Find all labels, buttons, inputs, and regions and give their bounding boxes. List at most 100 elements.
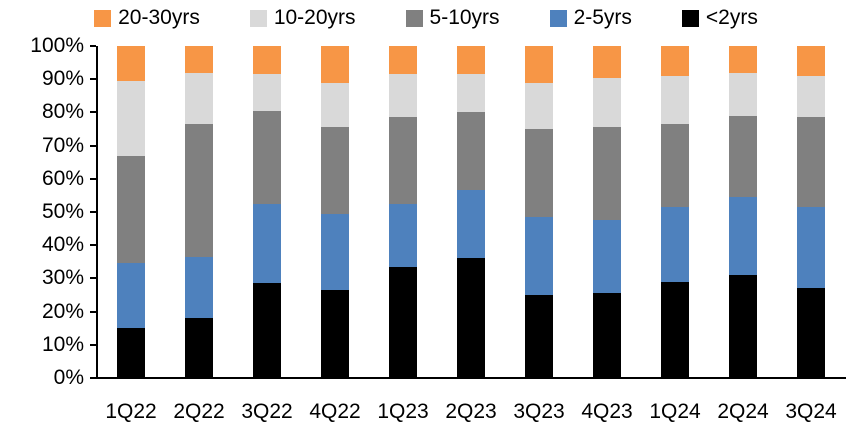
bar-segment-1q23-2-5yrs xyxy=(389,203,417,267)
y-axis-label: 100% xyxy=(30,34,84,57)
legend-label-2yrs: <2yrs xyxy=(705,6,758,29)
y-axis-tick xyxy=(90,144,96,147)
bar-segment-2q24-5-10yrs xyxy=(729,115,757,198)
y-axis-label: 30% xyxy=(41,266,84,290)
bar-segment-3q22-2yrs xyxy=(253,283,281,378)
y-axis-tick xyxy=(90,377,96,379)
bar-segment-2q22-20-30yrs xyxy=(185,46,213,73)
bar-segment-3q24-2yrs xyxy=(797,288,825,378)
legend-label-2-5yrs: 2-5yrs xyxy=(573,6,632,29)
bar-segment-1q24-20-30yrs xyxy=(661,46,689,76)
bar-1q22 xyxy=(117,46,145,378)
bar-segment-1q22-5-10yrs xyxy=(117,155,145,264)
bar-segment-4q22-2-5yrs xyxy=(321,213,349,291)
bar-segment-2q22-2-5yrs xyxy=(185,256,213,319)
bar-3q24 xyxy=(797,46,825,378)
bar-segment-1q24-5-10yrs xyxy=(661,124,689,208)
bar-segment-4q22-2yrs xyxy=(321,290,349,378)
bar-segment-3q23-2-5yrs xyxy=(525,216,553,295)
bar-segment-1q22-2-5yrs xyxy=(117,263,145,329)
y-axis-label: 80% xyxy=(41,100,84,124)
bar-segment-2q23-5-10yrs xyxy=(457,112,485,191)
bar-segment-4q23-2yrs xyxy=(593,293,621,378)
y-axis-label: 20% xyxy=(41,299,84,323)
bar-3q23 xyxy=(525,46,553,378)
bar-segment-3q23-20-30yrs xyxy=(525,46,553,83)
y-axis-tick xyxy=(90,244,96,247)
y-axis-label: 70% xyxy=(41,133,84,157)
y-axis-tick xyxy=(90,78,96,81)
legend-item-10-20yrs: 10-20yrs xyxy=(249,6,356,30)
legend-swatch-5-10yrs xyxy=(405,9,423,27)
bar-segment-4q22-20-30yrs xyxy=(321,46,349,83)
bar-segment-2q23-20-30yrs xyxy=(457,46,485,75)
x-axis-label: 4Q22 xyxy=(309,400,361,423)
legend-item-20-30yrs: 20-30yrs xyxy=(94,6,200,30)
bar-segment-3q24-5-10yrs xyxy=(797,117,825,207)
x-axis-label: 1Q23 xyxy=(377,400,429,423)
x-axis-label: 1Q22 xyxy=(105,400,157,423)
x-axis-label: 4Q23 xyxy=(581,400,633,423)
bar-segment-4q22-5-10yrs xyxy=(321,127,349,214)
bar-segment-1q23-5-10yrs xyxy=(389,117,417,204)
bar-segment-3q24-2-5yrs xyxy=(797,207,825,289)
y-axis-label: 10% xyxy=(41,332,84,356)
bar-1q24 xyxy=(661,46,689,378)
y-axis-label: 60% xyxy=(41,166,84,190)
y-axis-tick xyxy=(90,277,96,280)
bar-segment-1q22-2yrs xyxy=(117,328,145,378)
y-axis-label: 50% xyxy=(41,200,84,223)
bar-segment-4q23-5-10yrs xyxy=(593,127,621,221)
bar-segment-1q22-10-20yrs xyxy=(117,80,145,156)
x-axis-label: 3Q22 xyxy=(241,400,293,423)
legend-label-20-30yrs: 20-30yrs xyxy=(118,6,200,29)
x-axis-label: 2Q24 xyxy=(717,400,769,423)
legend-item-2-5yrs: 2-5yrs xyxy=(549,6,632,30)
bar-segment-2q23-2yrs xyxy=(457,258,485,378)
x-axis-label: 2Q22 xyxy=(173,400,225,423)
bar-segment-3q22-2-5yrs xyxy=(253,203,281,284)
bar-segment-3q22-10-20yrs xyxy=(253,74,281,111)
bar-segment-2q24-20-30yrs xyxy=(729,46,757,73)
bar-segment-2q24-2-5yrs xyxy=(729,197,757,276)
legend-swatch-2yrs xyxy=(681,9,699,27)
bar-segment-2q24-2yrs xyxy=(729,275,757,378)
bar-2q23 xyxy=(457,46,485,378)
legend-swatch-2-5yrs xyxy=(549,9,567,27)
bar-segment-2q22-10-20yrs xyxy=(185,72,213,124)
legend-item-2yrs: <2yrs xyxy=(681,6,758,30)
legend-item-5-10yrs: 5-10yrs xyxy=(405,6,500,30)
bar-3q22 xyxy=(253,46,281,378)
bar-segment-4q23-10-20yrs xyxy=(593,77,621,128)
y-axis-tick xyxy=(90,343,96,346)
bar-segment-3q24-10-20yrs xyxy=(797,75,825,118)
bar-segment-4q22-10-20yrs xyxy=(321,82,349,128)
y-axis-label: 40% xyxy=(41,233,84,257)
legend-label-10-20yrs: 10-20yrs xyxy=(273,6,356,29)
bar-segment-1q24-2yrs xyxy=(661,281,689,378)
x-axis-label: 2Q23 xyxy=(445,400,497,423)
bar-4q23 xyxy=(593,46,621,378)
y-axis-tick xyxy=(90,111,96,114)
x-axis-label: 3Q24 xyxy=(785,400,837,423)
bar-segment-3q23-10-20yrs xyxy=(525,82,553,129)
y-axis-tick xyxy=(90,45,96,47)
y-axis-tick xyxy=(90,310,96,313)
y-axis-label: 90% xyxy=(41,67,84,91)
bar-segment-4q23-20-30yrs xyxy=(593,46,621,78)
bar-segment-1q24-2-5yrs xyxy=(661,207,689,282)
y-axis-tick xyxy=(90,211,96,213)
bar-segment-1q23-20-30yrs xyxy=(389,46,417,75)
bar-segment-3q24-20-30yrs xyxy=(797,46,825,76)
bar-2q24 xyxy=(729,46,757,378)
legend-label-5-10yrs: 5-10yrs xyxy=(429,6,500,29)
x-axis-label: 1Q24 xyxy=(649,400,701,423)
bar-2q22 xyxy=(185,46,213,378)
bar-segment-1q24-10-20yrs xyxy=(661,75,689,124)
bar-segment-3q23-2yrs xyxy=(525,295,553,378)
y-axis-line xyxy=(96,46,98,379)
bar-segment-2q22-2yrs xyxy=(185,318,213,378)
bar-segment-2q23-2-5yrs xyxy=(457,190,485,259)
y-axis-tick xyxy=(90,177,96,180)
